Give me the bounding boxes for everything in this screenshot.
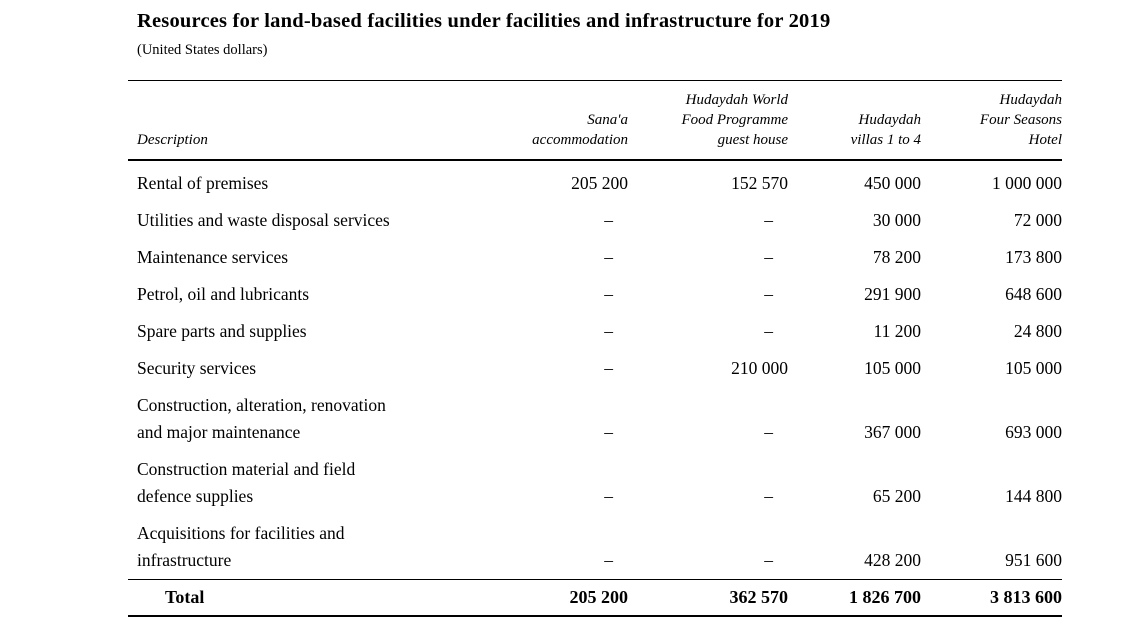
cell-value: – — [604, 486, 613, 506]
cell-value: 205 200 — [571, 173, 628, 193]
cell-value: 210 000 — [731, 358, 788, 378]
cell-value: 105 000 — [864, 358, 921, 378]
cell-value: 693 000 — [1005, 422, 1062, 442]
table-row: Maintenance services – – 78 200 173 800 — [128, 239, 1062, 276]
cell-value: – — [604, 550, 613, 570]
cell-value: 367 000 — [864, 422, 921, 442]
total-value: 3 813 600 — [921, 579, 1062, 617]
row-description: Petrol, oil and lubricants — [137, 284, 310, 304]
cell-value: 105 000 — [1005, 358, 1062, 378]
cell-value: – — [604, 247, 613, 267]
table-row: Security services – 210 000 105 000 105 000 — [128, 350, 1062, 387]
row-description: Security services — [137, 358, 257, 378]
table-row: Utilities and waste disposal services – – 3… — [128, 202, 1062, 239]
cell-value: – — [764, 422, 773, 442]
total-row: Total 205 200 362 570 1 826 700 3 813 60… — [128, 579, 1062, 617]
total-value: 205 200 — [463, 579, 628, 617]
cell-value: – — [604, 210, 613, 230]
total-label: Total — [128, 579, 463, 617]
cell-value: 450 000 — [864, 173, 921, 193]
row-description: Utilities and waste disposal services — [137, 210, 390, 230]
table-row: Petrol, oil and lubricants – – 291 900 648 6… — [128, 276, 1062, 313]
row-description: Maintenance services — [137, 247, 289, 267]
table-footer: Total 205 200 362 570 1 826 700 3 813 60… — [128, 579, 1062, 617]
cell-value: – — [764, 486, 773, 506]
column-header-description: Description — [128, 80, 463, 161]
cell-value: 648 600 — [1005, 284, 1062, 304]
column-header-villas: Hudaydah villas 1 to 4 — [788, 80, 921, 161]
cell-value: – — [604, 358, 613, 378]
table-row: Construction material and field defence … — [128, 451, 1062, 515]
cell-value: – — [764, 321, 773, 341]
page-title: Resources for land-based facilities unde… — [137, 10, 831, 32]
page-subtitle: (United States dollars) — [137, 42, 268, 58]
total-value: 362 570 — [628, 579, 788, 617]
header-row: Description Sana'a accommodation Hudayda… — [128, 80, 1062, 161]
cell-value: – — [764, 210, 773, 230]
row-description: Rental of premises — [137, 173, 269, 193]
cell-value: 65 200 — [872, 486, 921, 506]
column-header-wfp-guest-house: Hudaydah World Food Programme guest hous… — [628, 80, 788, 161]
table-row: Acquisitions for facilities and infrastr… — [128, 515, 1062, 580]
cell-value: 152 570 — [731, 173, 788, 193]
column-header-four-seasons: Hudaydah Four Seasons Hotel — [921, 80, 1062, 161]
table-row: Spare parts and supplies – – 11 200 24 800 — [128, 313, 1062, 350]
cell-value: – — [604, 422, 613, 442]
cell-value: 24 800 — [1013, 321, 1062, 341]
cell-value: – — [604, 321, 613, 341]
cell-value: 72 000 — [1013, 210, 1062, 230]
row-description: Spare parts and supplies — [137, 321, 307, 341]
cell-value: – — [764, 284, 773, 304]
cell-value: 78 200 — [872, 247, 921, 267]
row-description: Construction material and field defence … — [137, 459, 356, 506]
cell-value: 951 600 — [1005, 550, 1062, 570]
table-body: Rental of premises 205 200 152 570 450 000 1… — [128, 160, 1062, 580]
cell-value: 144 800 — [1005, 486, 1062, 506]
cell-value: – — [604, 284, 613, 304]
table-row: Rental of premises 205 200 152 570 450 000 1… — [128, 160, 1062, 202]
row-description: Acquisitions for facilities and infrastr… — [137, 523, 345, 570]
row-description: Construction, alteration, renovation and… — [137, 395, 386, 442]
cell-value: – — [764, 247, 773, 267]
table-header: Description Sana'a accommodation Hudayda… — [128, 80, 1062, 161]
cell-value: 1 000 000 — [992, 173, 1062, 193]
cell-value: 428 200 — [864, 550, 921, 570]
cell-value: – — [764, 550, 773, 570]
table-row: Construction, alteration, renovation and… — [128, 387, 1062, 451]
cell-value: 30 000 — [872, 210, 921, 230]
cell-value: 173 800 — [1005, 247, 1062, 267]
column-header-sanaa-accommodation: Sana'a accommodation — [463, 80, 628, 161]
cell-value: 291 900 — [864, 284, 921, 304]
resources-table: Description Sana'a accommodation Hudayda… — [128, 80, 1062, 617]
total-value: 1 826 700 — [788, 579, 921, 617]
cell-value: 11 200 — [873, 321, 921, 341]
document-content: Resources for land-based facilities unde… — [128, 0, 1062, 617]
